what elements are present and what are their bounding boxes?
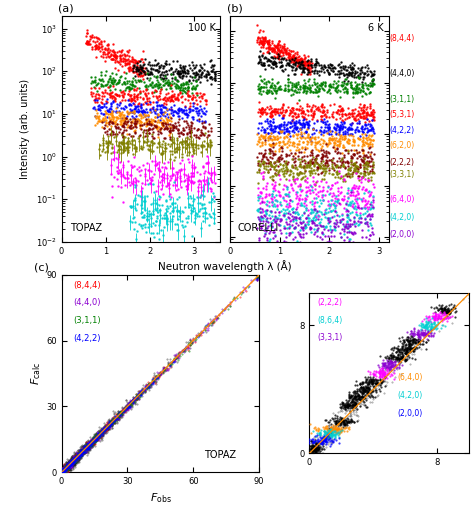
Text: 6 K: 6 K bbox=[368, 23, 384, 33]
Text: (2,2,2): (2,2,2) bbox=[390, 158, 415, 167]
Text: TOPAZ: TOPAZ bbox=[70, 223, 102, 233]
Text: (3,1,1): (3,1,1) bbox=[73, 316, 101, 325]
Text: (3,3,1): (3,3,1) bbox=[317, 333, 343, 342]
Text: (8,4,4): (8,4,4) bbox=[73, 280, 101, 290]
Y-axis label: $F_{\mathrm{calc}}$: $F_{\mathrm{calc}}$ bbox=[29, 362, 43, 385]
Text: (b): (b) bbox=[227, 4, 243, 14]
Text: (2,0,0): (2,0,0) bbox=[390, 230, 415, 239]
Text: 100 K: 100 K bbox=[188, 23, 216, 33]
Y-axis label: Intensity (arb. units): Intensity (arb. units) bbox=[20, 79, 30, 179]
Text: (6,2,0): (6,2,0) bbox=[390, 141, 415, 150]
Text: (3,1,1): (3,1,1) bbox=[390, 95, 415, 104]
Text: TOPAZ: TOPAZ bbox=[204, 450, 236, 460]
Text: (4,2,2): (4,2,2) bbox=[390, 126, 415, 135]
Text: (4,2,0): (4,2,0) bbox=[397, 391, 422, 400]
Text: (c): (c) bbox=[34, 262, 49, 272]
Text: (4,2,2): (4,2,2) bbox=[73, 334, 101, 343]
Text: (6,4,0): (6,4,0) bbox=[390, 196, 415, 205]
Text: CORELLI: CORELLI bbox=[238, 223, 279, 233]
Text: (a): (a) bbox=[58, 4, 74, 14]
Text: (6,4,0): (6,4,0) bbox=[397, 373, 423, 382]
Text: (5,3,1): (5,3,1) bbox=[390, 110, 415, 119]
Text: (8,6,4): (8,6,4) bbox=[317, 316, 343, 325]
Text: (3,3,1): (3,3,1) bbox=[390, 170, 415, 179]
Text: (4,4,0): (4,4,0) bbox=[390, 69, 415, 78]
Text: (4,2,0): (4,2,0) bbox=[390, 213, 415, 222]
Text: (2,2,2): (2,2,2) bbox=[317, 298, 342, 307]
X-axis label: $F_{\mathrm{obs}}$: $F_{\mathrm{obs}}$ bbox=[149, 492, 171, 505]
Text: (4,4,0): (4,4,0) bbox=[73, 298, 101, 307]
Text: (2,0,0): (2,0,0) bbox=[397, 409, 422, 418]
Text: (8,4,4): (8,4,4) bbox=[390, 35, 415, 44]
Text: Neutron wavelength λ (Å): Neutron wavelength λ (Å) bbox=[158, 260, 292, 272]
